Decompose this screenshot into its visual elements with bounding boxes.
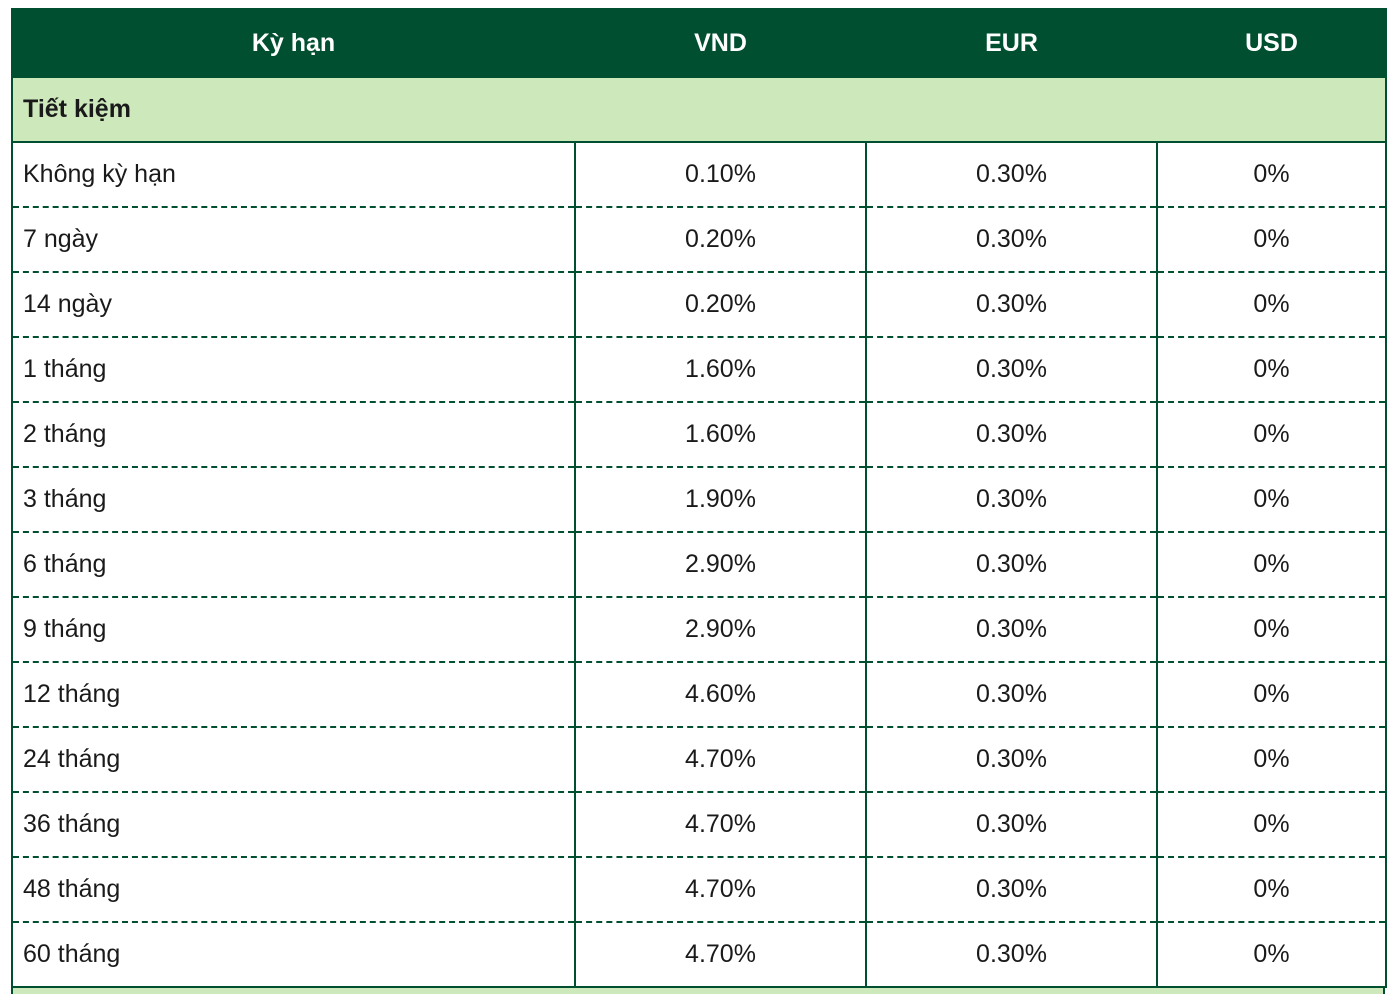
term-cell: 7 ngày xyxy=(11,207,576,273)
usd-rate-cell: 0% xyxy=(1156,727,1387,793)
vnd-rate-cell: 1.60% xyxy=(574,402,867,468)
term-cell: 36 tháng xyxy=(11,792,576,858)
term-cell: 48 tháng xyxy=(11,857,576,923)
table-row: 6 tháng 2.90% 0.30% 0% xyxy=(11,532,1387,598)
usd-rate-cell: 0% xyxy=(1156,337,1387,403)
eur-rate-cell: 0.30% xyxy=(865,272,1158,338)
term-cell: 9 tháng xyxy=(11,597,576,663)
table-row: 48 tháng 4.70% 0.30% 0% xyxy=(11,857,1387,923)
term-cell: 60 tháng xyxy=(11,922,576,988)
section-row: Tiết kiệm xyxy=(11,77,1387,143)
header-usd: USD xyxy=(1156,8,1387,78)
table-row: 9 tháng 2.90% 0.30% 0% xyxy=(11,597,1387,663)
eur-rate-cell: 0.30% xyxy=(865,792,1158,858)
term-cell: 6 tháng xyxy=(11,532,576,598)
vnd-rate-cell: 1.60% xyxy=(574,337,867,403)
eur-rate-cell: 0.30% xyxy=(865,662,1158,728)
term-cell: 12 tháng xyxy=(11,662,576,728)
term-cell: 3 tháng xyxy=(11,467,576,533)
usd-rate-cell: 0% xyxy=(1156,402,1387,468)
term-cell: 24 tháng xyxy=(11,727,576,793)
usd-rate-cell: 0% xyxy=(1156,207,1387,273)
table-row: 7 ngày 0.20% 0.30% 0% xyxy=(11,207,1387,273)
interest-rate-table: Kỳ hạn VND EUR USD Tiết kiệm Không kỳ hạ… xyxy=(11,8,1387,988)
term-cell: 2 tháng xyxy=(11,402,576,468)
header-vnd: VND xyxy=(574,8,867,78)
eur-rate-cell: 0.30% xyxy=(865,142,1158,208)
vnd-rate-cell: 0.20% xyxy=(574,272,867,338)
eur-rate-cell: 0.30% xyxy=(865,337,1158,403)
term-cell: Không kỳ hạn xyxy=(11,142,576,208)
table-row: 3 tháng 1.90% 0.30% 0% xyxy=(11,467,1387,533)
usd-rate-cell: 0% xyxy=(1156,662,1387,728)
term-cell: 1 tháng xyxy=(11,337,576,403)
table-row: 24 tháng 4.70% 0.30% 0% xyxy=(11,727,1387,793)
table-row: 60 tháng 4.70% 0.30% 0% xyxy=(11,922,1387,988)
table-row: 12 tháng 4.60% 0.30% 0% xyxy=(11,662,1387,728)
usd-rate-cell: 0% xyxy=(1156,467,1387,533)
header-eur: EUR xyxy=(865,8,1158,78)
eur-rate-cell: 0.30% xyxy=(865,922,1158,988)
usd-rate-cell: 0% xyxy=(1156,597,1387,663)
eur-rate-cell: 0.30% xyxy=(865,597,1158,663)
usd-rate-cell: 0% xyxy=(1156,857,1387,923)
table-row: 14 ngày 0.20% 0.30% 0% xyxy=(11,272,1387,338)
header-term: Kỳ hạn xyxy=(11,8,576,78)
table-row: 36 tháng 4.70% 0.30% 0% xyxy=(11,792,1387,858)
vnd-rate-cell: 4.70% xyxy=(574,727,867,793)
eur-rate-cell: 0.30% xyxy=(865,532,1158,598)
usd-rate-cell: 0% xyxy=(1156,142,1387,208)
table-row: Không kỳ hạn 0.10% 0.30% 0% xyxy=(11,142,1387,208)
usd-rate-cell: 0% xyxy=(1156,792,1387,858)
header-row: Kỳ hạn VND EUR USD xyxy=(11,8,1387,78)
section-label: Tiết kiệm xyxy=(11,77,1387,143)
interest-rate-table-container: Kỳ hạn VND EUR USD Tiết kiệm Không kỳ hạ… xyxy=(11,8,1387,994)
vnd-rate-cell: 4.70% xyxy=(574,857,867,923)
table-row: 2 tháng 1.60% 0.30% 0% xyxy=(11,402,1387,468)
vnd-rate-cell: 4.70% xyxy=(574,792,867,858)
vnd-rate-cell: 4.60% xyxy=(574,662,867,728)
vnd-rate-cell: 1.90% xyxy=(574,467,867,533)
next-section-strip xyxy=(11,988,1385,994)
vnd-rate-cell: 4.70% xyxy=(574,922,867,988)
eur-rate-cell: 0.30% xyxy=(865,402,1158,468)
eur-rate-cell: 0.30% xyxy=(865,467,1158,533)
table-body: Tiết kiệm Không kỳ hạn 0.10% 0.30% 0% 7 ngày… xyxy=(11,77,1387,988)
vnd-rate-cell: 0.10% xyxy=(574,142,867,208)
usd-rate-cell: 0% xyxy=(1156,272,1387,338)
eur-rate-cell: 0.30% xyxy=(865,207,1158,273)
table-row: 1 tháng 1.60% 0.30% 0% xyxy=(11,337,1387,403)
usd-rate-cell: 0% xyxy=(1156,532,1387,598)
table-header: Kỳ hạn VND EUR USD xyxy=(11,8,1387,78)
vnd-rate-cell: 2.90% xyxy=(574,532,867,598)
usd-rate-cell: 0% xyxy=(1156,922,1387,988)
eur-rate-cell: 0.30% xyxy=(865,727,1158,793)
vnd-rate-cell: 2.90% xyxy=(574,597,867,663)
vnd-rate-cell: 0.20% xyxy=(574,207,867,273)
term-cell: 14 ngày xyxy=(11,272,576,338)
eur-rate-cell: 0.30% xyxy=(865,857,1158,923)
